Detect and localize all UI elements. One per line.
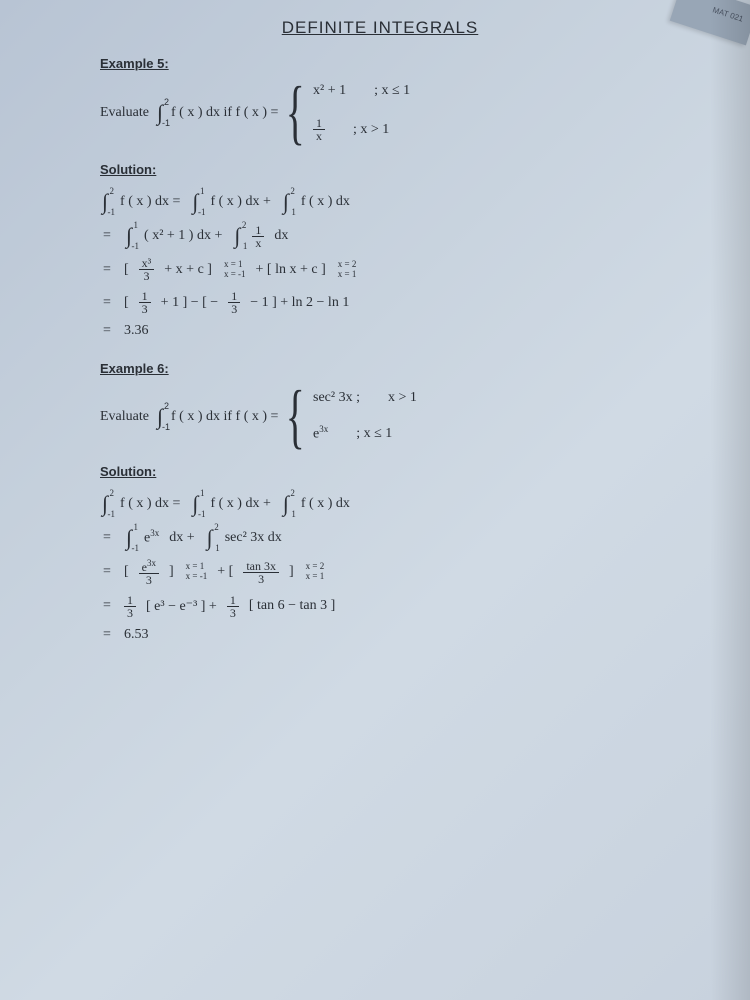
ex5-piece1-expr: x² + 1 [313, 83, 346, 99]
ex6-piecewise: sec² 3x ; x > 1 e3x ; x ≤ 1 [313, 390, 417, 443]
ex5-piece1-cond: ; x ≤ 1 [374, 83, 410, 99]
left-brace-icon: { [286, 388, 305, 446]
ex5-solution-heading: Solution: [100, 162, 700, 177]
ex6-answer: 6.53 [124, 627, 149, 643]
ex6-piece1-expr: sec² 3x ; [313, 390, 360, 406]
ex5-prompt-body: f ( x ) dx if f ( x ) = [171, 105, 278, 121]
ex6-step2: = ∫1-1 e3x dx + ∫21 sec² 3x dx [100, 525, 700, 551]
fraction-1-over-x: 1x [313, 117, 325, 142]
ex6-step3: = [ e3x3 ] x = 1x = -1 + [ tan 3x3 ] x =… [100, 559, 700, 586]
ex6-step4: = 13 [ e³ − e⁻³ ] + 13 [ tan 6 − tan 3 ] [100, 594, 700, 619]
ex5-piece2-cond: ; x > 1 [353, 122, 389, 138]
page-content: DEFINITE INTEGRALS Example 5: Evaluate ∫… [0, 0, 750, 671]
ex5-step5: = 3.36 [100, 323, 700, 339]
evaluate-label: Evaluate [100, 105, 149, 121]
ex6-solution-heading: Solution: [100, 464, 700, 479]
ex5-step2: = ∫1-1 ( x² + 1 ) dx + ∫21 1x dx [100, 223, 700, 249]
evaluate-label: Evaluate [100, 409, 149, 425]
ex5-answer: 3.36 [124, 323, 149, 339]
left-brace-icon: { [286, 84, 305, 142]
ex5-step4: = [ 13 + 1 ] − [ − 13 − 1 ] + ln 2 − ln … [100, 290, 700, 315]
ex6-piece1-cond: x > 1 [388, 390, 417, 406]
integral-icon: ∫ 2 -1 [157, 100, 163, 126]
ex6-prompt-body: f ( x ) dx if f ( x ) = [171, 409, 278, 425]
ex6-piece2-cond: ; x ≤ 1 [356, 426, 392, 442]
example-6-heading: Example 6: [100, 361, 700, 376]
ex6-problem-row: Evaluate ∫ 2 -1 f ( x ) dx if f ( x ) = … [100, 388, 700, 446]
page-edge-shadow [710, 0, 750, 1000]
ex5-step3: = [ x³3 + x + c ] x = 1x = -1 + [ ln x +… [100, 257, 700, 282]
ex6-step1: ∫2-1 f ( x ) dx = ∫1-1 f ( x ) dx + ∫21 … [100, 491, 700, 517]
ex6-step5: = 6.53 [100, 627, 700, 643]
example-5-heading: Example 5: [100, 56, 700, 71]
integral-icon: ∫ 2 -1 [157, 404, 163, 430]
page-title: DEFINITE INTEGRALS [60, 18, 700, 38]
ex5-problem-row: Evaluate ∫ 2 -1 f ( x ) dx if f ( x ) = … [100, 83, 700, 142]
ex5-step1: ∫2-1 f ( x ) dx = ∫1-1 f ( x ) dx + ∫21 … [100, 189, 700, 215]
ex5-piecewise: x² + 1 ; x ≤ 1 1x ; x > 1 [313, 83, 410, 142]
